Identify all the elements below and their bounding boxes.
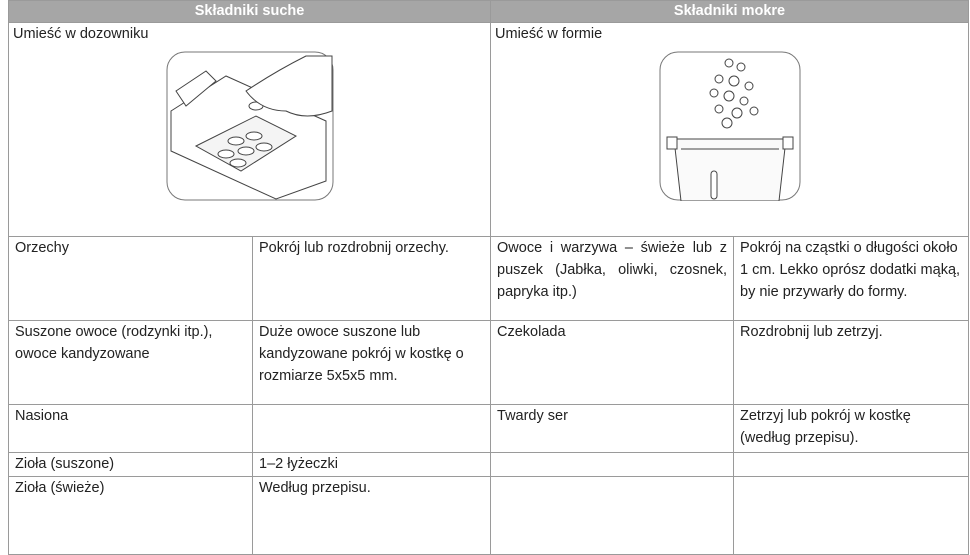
table-cell: Według przepisu. bbox=[251, 476, 492, 555]
table-cell: Suszone owoce (rodzynki itp.), owoce kan… bbox=[8, 320, 253, 405]
table-row: Zioła (suszone) 1–2 łyżeczki bbox=[8, 452, 970, 477]
pan-illustration bbox=[659, 51, 801, 201]
table-cell bbox=[251, 404, 492, 453]
header-cell: Składniki mokre bbox=[490, 0, 970, 23]
table-cell: Duże owoce suszone lub kandyzowane pokró… bbox=[251, 320, 492, 405]
table-cell: Rozdrobnij lub zetrzyj. bbox=[733, 320, 970, 405]
table-cell bbox=[490, 476, 735, 555]
table-body: Orzechy Pokrój lub rozdrobnij orzechy. Owo… bbox=[8, 236, 970, 555]
table-row: Suszone owoce (rodzynki itp.), owoce kan… bbox=[8, 320, 970, 405]
ingredient-table: Składniki suche Składniki mokre Umieść w… bbox=[7, 0, 970, 555]
table-row: Nasiona Twardy ser Zetrzyj lub pokrój w ko… bbox=[8, 404, 970, 453]
table-cell bbox=[733, 476, 970, 555]
table-cell: Owoce i warzywa – świeże lub z puszek (J… bbox=[490, 236, 735, 321]
table-cell: Zioła (świeże) bbox=[8, 476, 253, 555]
placement-cell: Umieść w dozowniku bbox=[7, 22, 492, 237]
table-row: Zioła (świeże) Według przepisu. bbox=[8, 476, 970, 555]
dispenser-illustration bbox=[166, 51, 333, 201]
table-cell bbox=[733, 452, 970, 477]
placement-text: Umieść w formie bbox=[495, 26, 603, 42]
table-cell: Czekolada bbox=[490, 320, 735, 405]
placement-row: Umieść w dozowniku Umieść w formie bbox=[7, 22, 970, 237]
header-cell: Składniki suche bbox=[7, 0, 492, 23]
table-cell: Pokrój na cząstki o długości około 1 cm.… bbox=[733, 236, 970, 321]
table-cell: Orzechy bbox=[8, 236, 253, 321]
table-cell: Nasiona bbox=[8, 404, 253, 453]
table-cell: Twardy ser bbox=[490, 404, 735, 453]
table-cell: Zioła (suszone) bbox=[8, 452, 253, 477]
placement-text: Umieść w dozowniku bbox=[13, 26, 149, 42]
table-cell: Pokrój lub rozdrobnij orzechy. bbox=[251, 236, 492, 321]
table-row: Orzechy Pokrój lub rozdrobnij orzechy. Owo… bbox=[8, 236, 970, 321]
table-cell bbox=[490, 452, 735, 477]
table-cell: Zetrzyj lub pokrój w kostkę (według prze… bbox=[733, 404, 970, 453]
header-row: Składniki suche Składniki mokre bbox=[7, 0, 970, 23]
table-cell: 1–2 łyżeczki bbox=[251, 452, 492, 477]
placement-cell: Umieść w formie bbox=[490, 22, 970, 237]
